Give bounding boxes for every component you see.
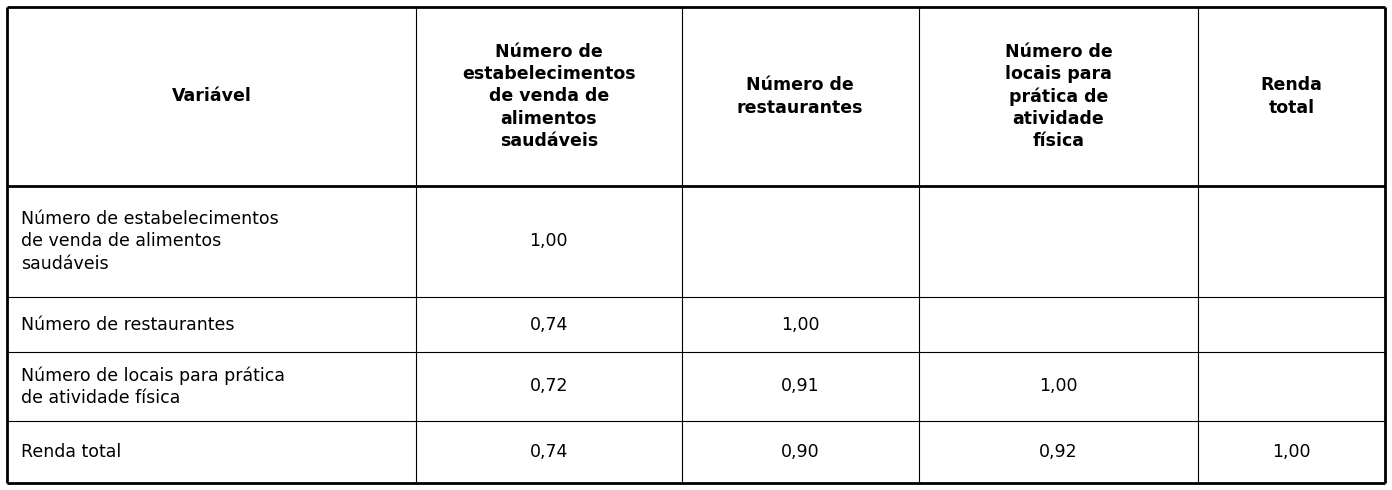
Text: Renda total: Renda total <box>21 443 121 461</box>
Text: Variável: Variável <box>171 88 252 105</box>
Text: Número de restaurantes: Número de restaurantes <box>21 316 234 334</box>
Text: 1,00: 1,00 <box>529 232 568 250</box>
Text: 0,72: 0,72 <box>529 377 568 395</box>
Text: Número de locais para prática
de atividade física: Número de locais para prática de ativida… <box>21 366 285 407</box>
Text: Número de
estabelecimentos
de venda de
alimentos
saudáveis: Número de estabelecimentos de venda de a… <box>462 43 636 150</box>
Text: 1,00: 1,00 <box>781 316 820 334</box>
Text: 0,92: 0,92 <box>1040 443 1077 461</box>
Text: Número de
restaurantes: Número de restaurantes <box>736 76 863 117</box>
Text: 0,90: 0,90 <box>781 443 820 461</box>
Text: 1,00: 1,00 <box>1272 443 1311 461</box>
Text: 0,74: 0,74 <box>530 443 568 461</box>
Text: Número de
locais para
prática de
atividade
física: Número de locais para prática de ativida… <box>1005 43 1112 150</box>
Text: Renda
total: Renda total <box>1261 76 1322 117</box>
Text: Número de estabelecimentos
de venda de alimentos
saudáveis: Número de estabelecimentos de venda de a… <box>21 210 278 272</box>
Text: 1,00: 1,00 <box>1040 377 1077 395</box>
Text: 0,91: 0,91 <box>781 377 820 395</box>
Text: 0,74: 0,74 <box>530 316 568 334</box>
